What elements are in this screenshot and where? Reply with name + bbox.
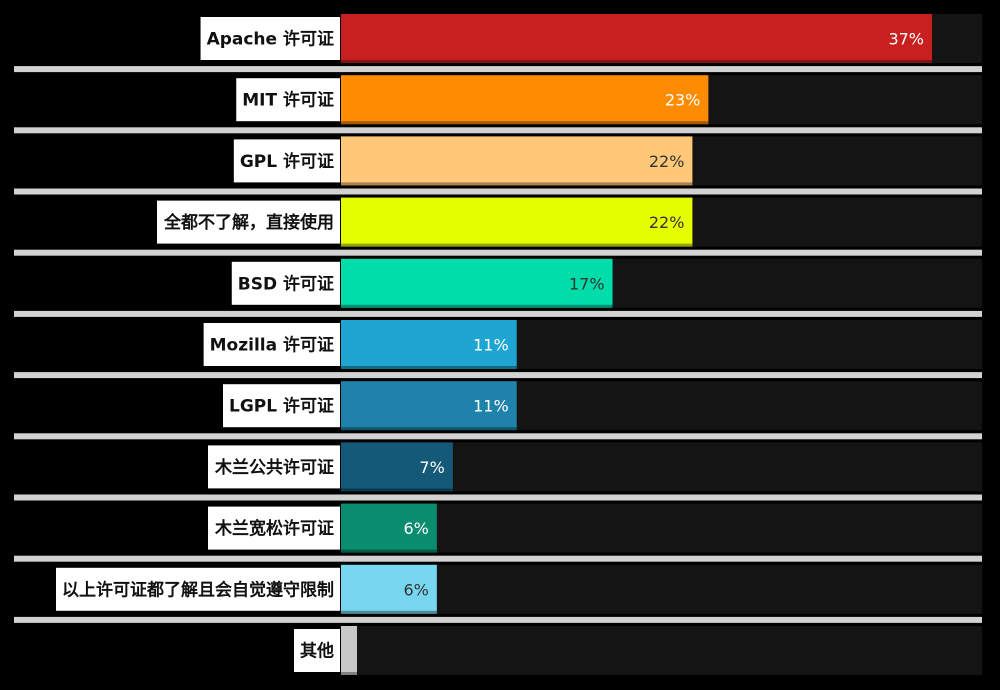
row-separator: [14, 188, 982, 195]
bar: [341, 14, 932, 63]
category-label-box: [294, 629, 340, 672]
bar-shadow: [341, 304, 613, 308]
category-label-box: [157, 200, 340, 244]
category-label: LGPL 许可证: [229, 396, 334, 417]
bar-track: [341, 503, 982, 553]
row-separator: [14, 310, 982, 317]
category-label: MIT 许可证: [242, 90, 334, 111]
value-label: 11%: [473, 397, 509, 416]
bar: [341, 75, 709, 125]
category-label-box: [56, 567, 340, 611]
category-label-box: [203, 323, 340, 366]
value-label: 6%: [403, 519, 428, 538]
row-separator: [14, 494, 982, 501]
bar: [341, 442, 453, 492]
category-label: Mozilla 许可证: [210, 335, 334, 356]
category-label: Apache 许可证: [207, 29, 334, 50]
bar-track: [341, 564, 982, 614]
category-label-box: [233, 139, 340, 183]
row-separator: [14, 433, 982, 440]
row-separator: [14, 249, 982, 256]
category-label-box: [200, 17, 340, 60]
bar-shadow: [341, 243, 693, 247]
bar: [341, 503, 437, 553]
bar-shadow: [341, 121, 709, 125]
row-separator: [14, 372, 982, 379]
row-separator: [14, 616, 982, 623]
bar-shadow: [341, 60, 932, 63]
category-label-box: [223, 384, 340, 428]
bar-shadow: [341, 366, 517, 369]
bar-shadow: [341, 549, 437, 553]
bar-shadow: [341, 182, 693, 186]
value-label: 6%: [403, 580, 428, 599]
bar: [341, 136, 693, 186]
bar: [341, 626, 357, 675]
category-label: GPL 许可证: [240, 151, 334, 172]
category-label: 全都不了解，直接使用: [163, 212, 334, 233]
value-label: 7%: [419, 458, 444, 477]
category-label: 以上许可证都了解且会自觉遵守限制: [62, 579, 334, 600]
bar: [341, 258, 613, 308]
bar-shadow: [341, 672, 357, 675]
bar-shadow: [341, 610, 437, 614]
bar: [341, 197, 693, 247]
category-label-box: [208, 445, 340, 489]
category-label-box: [231, 261, 340, 305]
category-label-box: [208, 506, 340, 550]
value-label: 37%: [888, 30, 924, 49]
row-separator: [14, 127, 982, 134]
value-label: 23%: [665, 91, 701, 110]
bar: [341, 320, 517, 369]
bar-shadow: [341, 488, 453, 492]
bar-shadow: [341, 427, 517, 431]
category-label-box: [236, 78, 340, 122]
bar-track: [341, 626, 982, 675]
value-label: 11%: [473, 336, 509, 355]
row-separator: [14, 66, 982, 73]
category-label: BSD 许可证: [238, 273, 334, 294]
row-separator: [14, 555, 982, 562]
category-label: 其他: [300, 641, 334, 662]
value-label: 17%: [569, 274, 605, 293]
value-label: 22%: [649, 213, 685, 232]
category-label: 木兰宽松许可证: [214, 518, 334, 539]
bar: [341, 381, 517, 431]
value-label: 22%: [649, 152, 685, 171]
bar: [341, 564, 437, 614]
category-label: 木兰公共许可证: [214, 457, 334, 478]
